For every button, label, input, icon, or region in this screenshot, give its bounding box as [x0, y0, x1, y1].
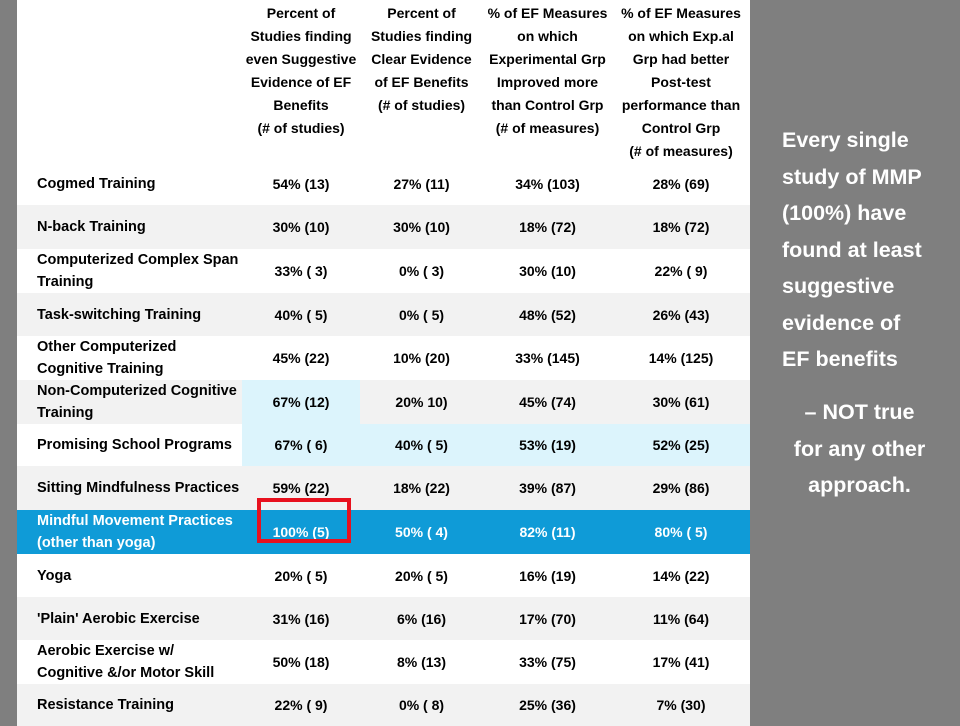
cell-suggestive: 22% ( 9) — [242, 684, 360, 726]
row-name: Aerobic Exercise w/ Cognitive &/or Motor… — [37, 643, 215, 681]
cell-suggestive: 31% (16) — [242, 597, 360, 640]
cell-posttest: 52% (25) — [612, 424, 750, 466]
row-name: Non-Computerized Cognitive Training — [17, 380, 242, 424]
row-name: Yoga — [37, 567, 72, 584]
cell-improved: 34% (103) — [515, 176, 580, 192]
header-row: Percent of Studies finding even Suggesti… — [17, 0, 750, 163]
cell-suggestive: 33% ( 3) — [274, 263, 328, 279]
table-panel: Percent of Studies finding even Suggesti… — [17, 0, 750, 726]
cell-clear: 50% ( 4) — [360, 510, 483, 554]
highlight-box — [257, 498, 351, 543]
ef-comparison-table: Percent of Studies finding even Suggesti… — [17, 0, 750, 726]
row-name: 'Plain' Aerobic Exercise — [17, 597, 242, 640]
cell-improved: 16% (19) — [519, 567, 576, 584]
cell-posttest: 18% (72) — [612, 205, 750, 249]
header-suggestive-evidence: Percent of Studies finding even Suggesti… — [245, 5, 357, 136]
cell-posttest: 7% (30) — [612, 684, 750, 726]
side-note-line: (100%) have — [782, 201, 907, 225]
table-row: Other Computerized Cognitive Training 45… — [17, 336, 750, 380]
side-note-line: for any other — [793, 436, 926, 461]
cell-clear: 0% ( 5) — [360, 293, 483, 336]
table-row: 'Plain' Aerobic Exercise 31% (16) 6% (16… — [17, 597, 750, 640]
cell-clear: 18% (22) — [360, 466, 483, 510]
cell-posttest: 28% (69) — [652, 176, 710, 192]
cell-suggestive: 20% ( 5) — [274, 567, 328, 584]
header-clear-evidence: Percent of Studies finding Clear Evidenc… — [370, 5, 473, 113]
table-row: Resistance Training 22% ( 9) 0% ( 8) 25%… — [17, 684, 750, 726]
cell-improved: 30% (10) — [519, 263, 576, 279]
header-approach — [17, 0, 242, 163]
cell-posttest: 14% (22) — [652, 567, 710, 584]
cell-posttest: 22% ( 9) — [654, 263, 708, 279]
table-row: Aerobic Exercise w/ Cognitive &/or Motor… — [17, 640, 750, 684]
side-note: Every single study of MMP (100%) have fo… — [782, 122, 957, 378]
cell-suggestive: 45% (22) — [272, 350, 330, 366]
table-row: N-back Training 30% (10) 30% (10) 18% (7… — [17, 205, 750, 249]
cell-improved: 33% (75) — [519, 654, 576, 670]
header-improved-more: % of EF Measures on which Experimental G… — [487, 5, 608, 136]
cell-clear: 27% (11) — [393, 176, 450, 192]
table-row: Sitting Mindfulness Practices 59% (22) 1… — [17, 466, 750, 510]
table-row: Cogmed Training 54% (13) 27% (11) 34% (1… — [17, 163, 750, 205]
cell-improved: 18% (72) — [483, 205, 612, 249]
row-name: Promising School Programs — [17, 424, 242, 466]
cell-clear: 30% (10) — [360, 205, 483, 249]
table-row: Yoga 20% ( 5) 20% ( 5) 16% (19) 14% (22) — [17, 554, 750, 597]
cell-suggestive: 50% (18) — [272, 654, 330, 670]
cell-clear: 40% ( 5) — [360, 424, 483, 466]
table-row: Computerized Complex Span Training 33% (… — [17, 249, 750, 293]
cell-suggestive: 67% ( 6) — [242, 424, 360, 466]
table-row-highlighted: Mindful Movement Practices (other than y… — [17, 510, 750, 554]
side-note-line: study of MMP — [782, 164, 922, 189]
cell-posttest: 30% (61) — [612, 380, 750, 424]
cell-posttest: 80% ( 5) — [612, 510, 750, 554]
row-name: Mindful Movement Practices (other than y… — [17, 510, 242, 554]
side-note-line: – NOT true — [804, 400, 915, 424]
row-name: Resistance Training — [17, 684, 242, 726]
cell-improved: 45% (74) — [483, 380, 612, 424]
side-note-line: Every single — [782, 128, 909, 152]
table-row: Non-Computerized Cognitive Training 67% … — [17, 380, 750, 424]
cell-suggestive: 59% (22) — [242, 466, 360, 510]
cell-improved: 33% (145) — [515, 350, 580, 366]
cell-clear: 8% (13) — [396, 654, 447, 670]
table-row: Promising School Programs 67% ( 6) 40% (… — [17, 424, 750, 466]
row-name: Task-switching Training — [17, 293, 242, 336]
cell-clear: 6% (16) — [360, 597, 483, 640]
cell-suggestive: 100% (5) — [242, 510, 360, 554]
cell-clear: 0% ( 8) — [360, 684, 483, 726]
side-note-line: found at least — [782, 237, 922, 262]
side-note-conclusion: – NOT true for any other approach. — [772, 394, 947, 504]
cell-improved: 25% (36) — [483, 684, 612, 726]
cell-suggestive: 30% (10) — [242, 205, 360, 249]
cell-clear: 20% ( 5) — [395, 567, 448, 584]
cell-posttest: 26% (43) — [612, 293, 750, 336]
cell-posttest: 14% (125) — [648, 350, 714, 366]
row-name: Computerized Complex Span Training — [37, 252, 239, 290]
row-name: Sitting Mindfulness Practices — [17, 466, 242, 510]
cell-posttest: 29% (86) — [612, 466, 750, 510]
cell-suggestive: 54% (13) — [272, 176, 330, 192]
row-name: Other Computerized Cognitive Training — [37, 339, 177, 377]
cell-improved: 17% (70) — [483, 597, 612, 640]
side-note-line: suggestive — [782, 274, 895, 298]
cell-clear: 0% ( 3) — [398, 263, 445, 279]
side-note-line: EF benefits — [782, 347, 898, 371]
cell-clear: 20% 10) — [360, 380, 483, 424]
row-name: N-back Training — [17, 205, 242, 249]
cell-suggestive: 40% ( 5) — [242, 293, 360, 336]
cell-improved: 53% (19) — [483, 424, 612, 466]
side-note-line: approach. — [808, 473, 911, 497]
cell-improved: 48% (52) — [483, 293, 612, 336]
table-row: Task-switching Training 40% ( 5) 0% ( 5)… — [17, 293, 750, 336]
row-name: Cogmed Training — [37, 176, 156, 192]
cell-clear: 10% (20) — [393, 350, 450, 366]
cell-posttest: 17% (41) — [652, 654, 710, 670]
cell-suggestive: 67% (12) — [242, 380, 360, 424]
cell-posttest: 11% (64) — [612, 597, 750, 640]
cell-improved: 39% (87) — [483, 466, 612, 510]
side-note-line: evidence of — [782, 310, 901, 335]
cell-improved: 82% (11) — [483, 510, 612, 554]
header-better-posttest: % of EF Measures on which Exp.al Grp had… — [621, 5, 741, 159]
